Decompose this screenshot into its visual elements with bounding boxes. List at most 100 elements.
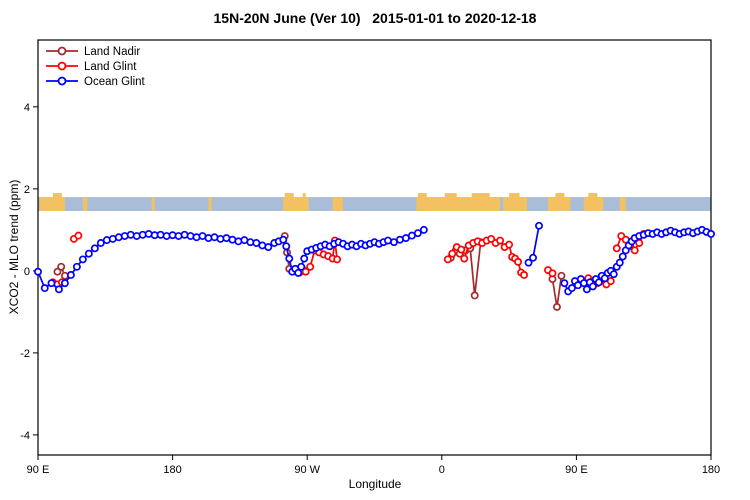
y-axis-label: XCO2 - MLO trend (ppm) [7,179,21,315]
data-point [514,257,523,266]
data-point [588,282,597,291]
land-fleck [555,193,565,198]
legend: Land Nadir Land Glint Ocean Glint [46,46,146,88]
legend-label: Land Nadir [84,46,140,58]
x-tick-label: 90 E [27,464,50,476]
y-tick-label: 2 [24,184,30,196]
x-axis-label: Longitude [348,477,402,491]
land-fleck [509,193,520,198]
series-ocean-glint [34,221,715,296]
legend-label: Ocean Glint [84,76,146,88]
data-point [630,246,639,255]
data-point [448,249,457,258]
data-point [34,267,42,276]
legend-marker [57,61,67,71]
x-tick-label: 180 [702,464,720,476]
land-fleck [471,193,490,198]
legend-marker [57,46,67,56]
x-tick-label: 90 W [294,464,320,476]
data-point [609,270,618,279]
data-point [496,236,505,245]
x-tick-label: 0 [439,464,445,476]
land-segment [619,197,626,212]
data-point [529,253,537,262]
data-point [90,244,99,253]
data-point [264,243,273,252]
data-point [53,267,62,276]
data-point [419,225,428,234]
data-point [548,269,557,278]
land-segment [39,197,65,212]
data-point [285,254,294,263]
legend-marker [57,76,67,86]
plot-frame [37,39,712,456]
data-point [60,279,69,288]
data-point [457,245,466,254]
data-point [612,244,621,253]
series-land-glint [49,230,648,289]
data-point [84,249,93,258]
y-tick-label: -4 [20,430,30,442]
data-point [606,277,615,286]
land-segment [547,197,571,212]
data-point [470,291,479,300]
data-point [294,268,303,277]
data-point [505,240,514,249]
data-point [615,258,624,267]
data-point [557,271,566,280]
data-point [96,239,105,247]
data-point [282,242,291,251]
data-point [72,262,81,271]
data-point [443,255,452,264]
data-point [300,254,309,263]
data-point [594,278,603,287]
data-point [47,279,56,288]
legend-label: Land Glint [84,61,137,73]
data-point [560,279,569,288]
land-fleck [302,193,306,198]
land-fleck [417,193,427,198]
y-tick-label: 0 [24,266,30,278]
y-tick-label: 4 [24,102,30,114]
land-segment [151,197,155,212]
x-tick-label: 180 [163,464,181,476]
data-point [40,284,49,293]
data-point [78,255,87,264]
data-point [535,221,543,230]
data-point [57,262,66,271]
data-point [460,254,469,263]
data-point [66,271,75,279]
y-tick-label: -2 [20,348,30,360]
land-segment [503,197,528,212]
data-point [333,255,342,264]
land-segment [283,197,309,212]
data-point [74,231,83,240]
data-point [301,267,310,276]
land-fleck [284,193,294,198]
land-segment [332,197,344,212]
chart-title: 15N-20N June (Ver 10) 2015-01-01 to 2020… [213,10,537,26]
land-fleck [444,193,457,198]
data-point [279,235,288,244]
data-point [297,262,306,271]
x-tick-label: 90 E [565,464,588,476]
data-point [524,258,533,267]
data-point [413,229,422,238]
land-fleck [52,193,62,198]
land-segment [208,197,212,212]
data-point [54,285,63,294]
data-point [567,284,576,293]
land-fleck [588,193,598,198]
data-point [553,303,561,311]
data-point [306,262,315,271]
land-segment [583,197,604,212]
land-segment [82,197,88,212]
data-point [618,252,627,261]
axes: 90 E 180 90 W 0 90 E 180 -4 -2 0 2 4 [20,39,720,476]
data-point [707,230,715,238]
map-strip [38,193,711,212]
land-segment [416,197,501,212]
data-point [520,271,529,279]
